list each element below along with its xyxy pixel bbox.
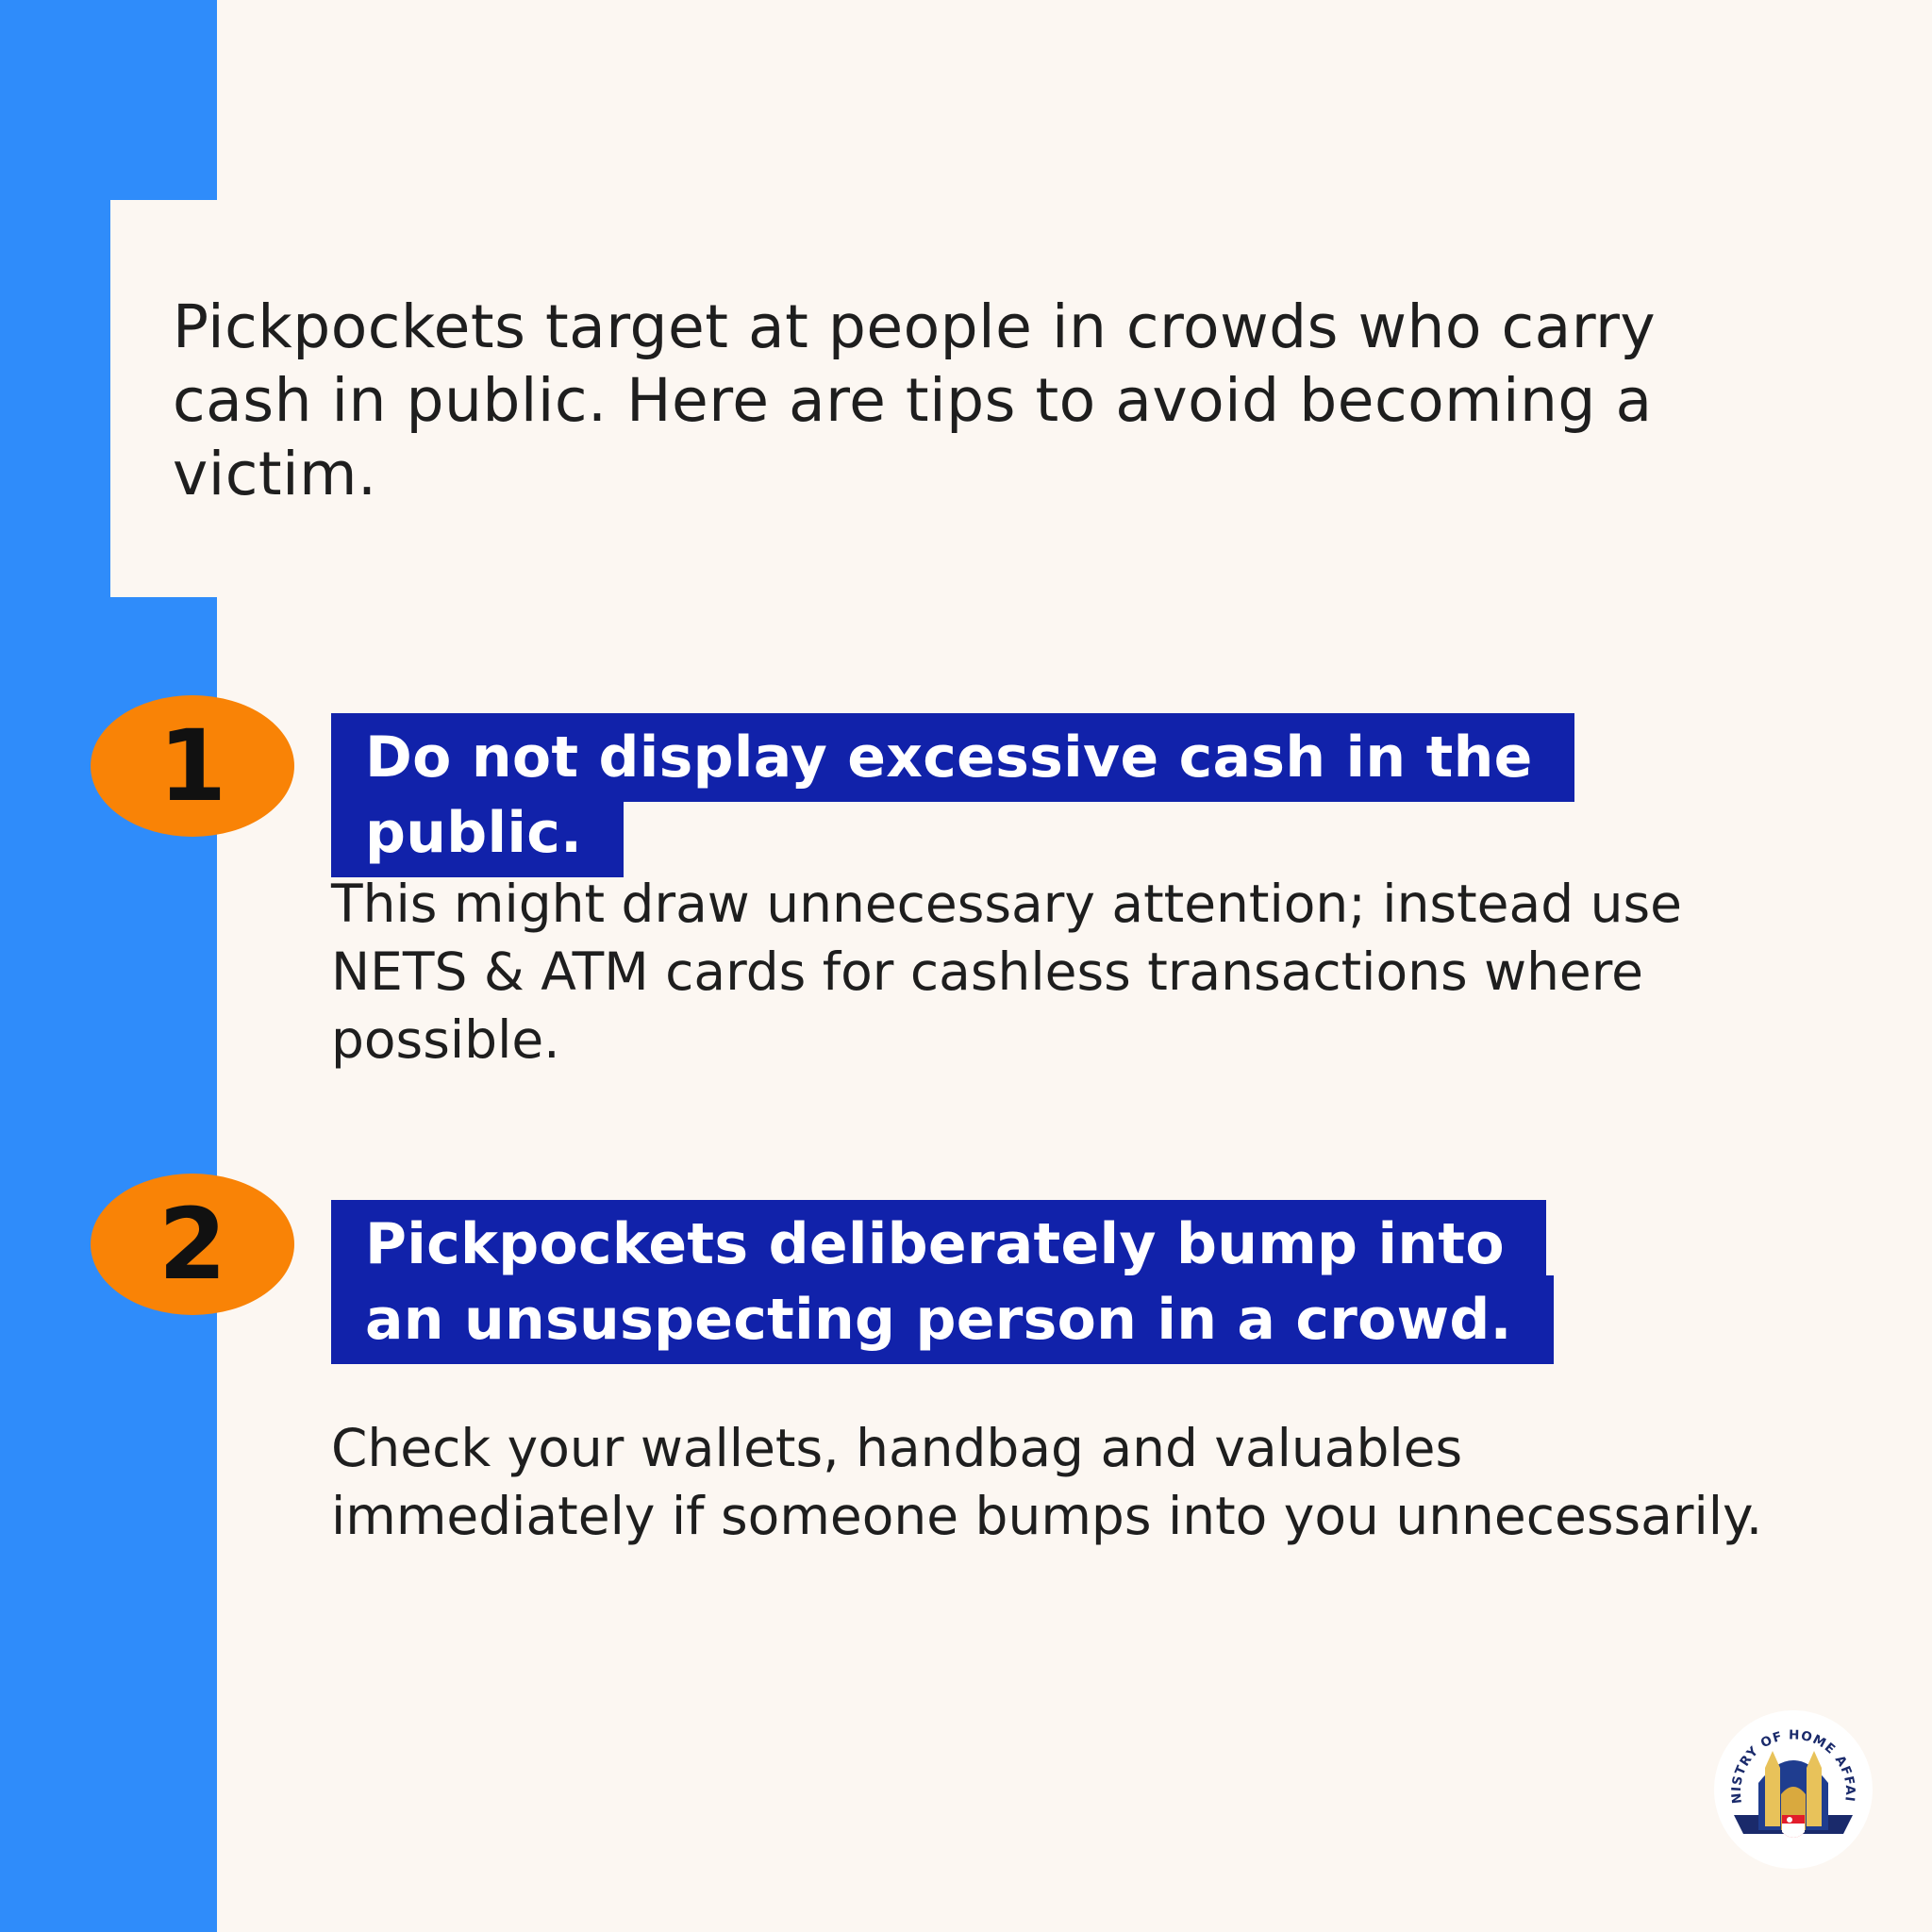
tip-2-heading: Pickpockets deliberately bump into an un… [331, 1200, 1557, 1364]
tip-2-heading-text: Pickpockets deliberately bump into an un… [331, 1200, 1554, 1364]
tip-1-description: This might draw unnecessary attention; i… [331, 874, 1682, 1070]
tip-2-description: Check your wallets, handbag and valuable… [331, 1418, 1763, 1546]
tip-2-number-badge: 2 [91, 1174, 294, 1315]
intro-panel [110, 200, 1932, 597]
tip-1-number-badge: 1 [91, 695, 294, 837]
tip-1-heading-text: Do not display excessive cash in the pub… [331, 713, 1574, 877]
intro-text: Pickpockets target at people in crowds w… [173, 292, 1657, 508]
ministry-crest-logo: MINISTRY OF HOME AFFAIRS [1713, 1709, 1873, 1869]
tip-1-heading: Do not display excessive cash in the pub… [331, 713, 1699, 877]
